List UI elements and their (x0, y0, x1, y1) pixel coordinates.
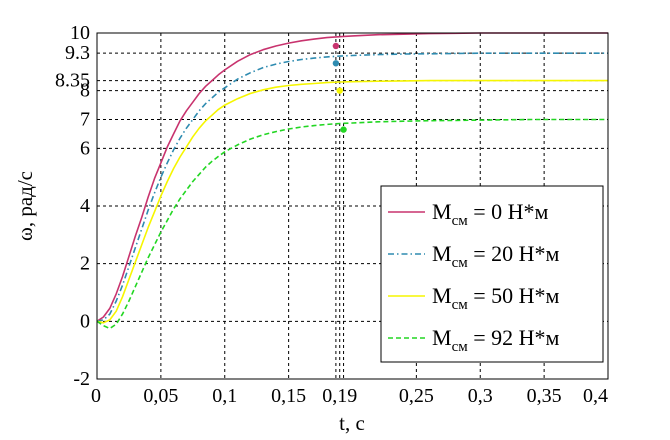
x-axis: 0 0,05 0,1 0,15 0,19 0,25 0,3 0,35 0,4 (91, 385, 608, 407)
legend-entry-1: Mсм = 20 Н*м (432, 241, 560, 271)
marker-layer (332, 42, 347, 133)
legend-symbol: M (432, 325, 452, 350)
legend-symbol: M (432, 283, 452, 308)
series-line-2 (96, 79, 608, 324)
legend-subscript: см (452, 255, 469, 271)
x-tick-label: 0,4 (583, 385, 608, 407)
y-tick-label: 9.3 (65, 42, 90, 64)
y-tick-label: 4 (80, 195, 90, 217)
x-tick-label: 0,1 (212, 385, 237, 407)
legend-subscript: см (452, 339, 469, 355)
x-axis-label: t, c (339, 411, 365, 435)
y-tick-label: 10 (70, 22, 90, 44)
x-tick-label: 0,05 (143, 385, 178, 407)
legend-box (380, 185, 604, 363)
x-tick-label: 0,25 (399, 385, 434, 407)
series-marker-0 (332, 42, 340, 50)
legend-subscript: см (452, 213, 469, 229)
legend-value: = 92 Н*м (468, 325, 560, 350)
x-tick-label: 0,15 (271, 385, 306, 407)
series-marker-1 (332, 60, 340, 67)
y-tick-label: 2 (80, 253, 90, 275)
legend-symbol: M (432, 241, 452, 266)
y-tick-label: -2 (73, 368, 90, 390)
plot-frame (96, 32, 609, 380)
legend-subscript: см (452, 297, 469, 313)
legend-entry-0: Mсм = 0 Н*м (432, 199, 549, 229)
series-line-3 (96, 118, 608, 330)
grid (97, 33, 608, 379)
y-tick-label: 8 (80, 80, 90, 102)
x-tick-label: 0,3 (468, 385, 493, 407)
y-axis-label: ω, рад/с (13, 171, 37, 241)
legend-value: = 20 Н*м (468, 241, 560, 266)
y-tick-label: 7 (80, 109, 90, 131)
y-tick-label: 8.35 (55, 70, 90, 92)
y-tick-label: 0 (80, 310, 90, 332)
x-tick-label: 0 (91, 385, 101, 407)
x-tick-label: 0,19 (322, 385, 357, 407)
legend-entry-2: Mсм = 50 Н*м (432, 283, 560, 313)
legend-entry-3: Mсм = 92 Н*м (432, 325, 560, 355)
series-marker-3 (340, 126, 347, 133)
legend-symbol: M (432, 199, 452, 224)
y-axis: -2 0 2 4 6 7 88.35 9.310 (55, 22, 90, 390)
series-line-1 (96, 52, 608, 323)
legend-value: = 50 Н*м (468, 283, 560, 308)
y-tick-label: 6 (80, 137, 90, 159)
legend-value: = 0 Н*м (468, 199, 549, 224)
series-marker-2 (336, 87, 343, 94)
x-tick-label: 0,35 (527, 385, 562, 407)
